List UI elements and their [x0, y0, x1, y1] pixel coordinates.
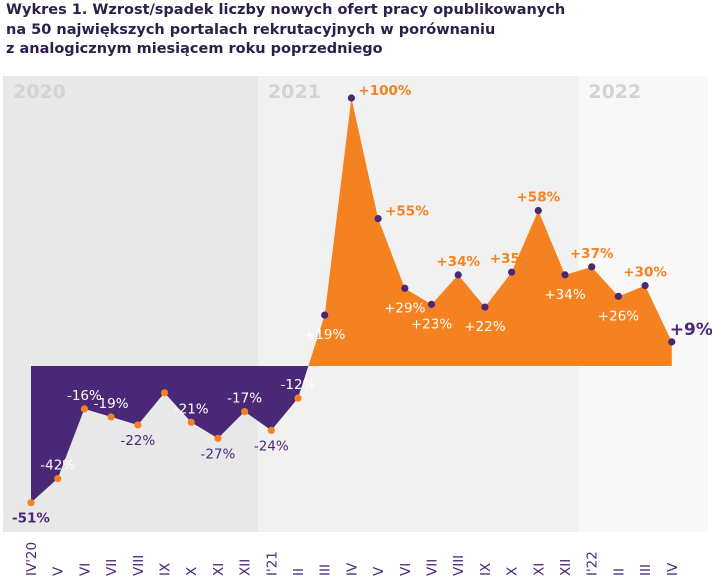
data-point — [508, 268, 516, 276]
data-label: +34% — [436, 254, 480, 270]
data-point — [267, 426, 275, 434]
data-point — [534, 206, 542, 215]
data-point — [241, 407, 249, 416]
x-tick-label: VII — [104, 559, 120, 576]
year-label-2021: 2021 — [268, 81, 321, 103]
data-point — [641, 282, 649, 290]
x-tick-label: IX — [478, 563, 494, 576]
data-point — [54, 474, 62, 483]
x-tick-label: X — [505, 567, 521, 576]
data-label: +29% — [384, 300, 425, 316]
data-label: +37% — [570, 246, 614, 262]
data-label: -42% — [40, 458, 75, 474]
x-tick-label: IV — [344, 562, 360, 576]
data-point — [374, 215, 382, 223]
data-label: -19% — [94, 396, 129, 412]
negative-area — [31, 366, 309, 503]
data-point — [107, 413, 115, 421]
data-label: -27% — [200, 446, 235, 462]
data-label: -17% — [227, 391, 262, 407]
x-tick-label: VI — [398, 563, 414, 576]
data-label: -21% — [174, 401, 209, 417]
data-label: +26% — [598, 308, 639, 324]
title-line-1: Wykres 1. Wzrost/spadek liczby nowych of… — [6, 2, 566, 18]
x-tick-label: XII — [238, 559, 254, 576]
data-point — [427, 300, 436, 308]
title-line-2: na 50 największych portalach rekrutacyjn… — [6, 21, 496, 38]
year-label-2022: 2022 — [588, 81, 641, 103]
x-tick-label: IV'20 — [24, 542, 40, 576]
data-label: +23% — [411, 316, 452, 332]
data-point — [347, 94, 355, 102]
data-label: -10% — [147, 372, 182, 388]
x-tick-label: VII — [425, 559, 441, 576]
data-point — [614, 292, 623, 300]
data-label: -16% — [67, 388, 102, 404]
data-label: +100% — [358, 83, 411, 99]
data-labels: -51% -42% -16%-19% -22% -10% -21% -27% -17% -24%… — [12, 83, 712, 527]
data-label: +30% — [623, 265, 667, 281]
x-tick-label: III — [638, 564, 654, 576]
data-label: +9% — [670, 320, 712, 340]
data-point — [588, 263, 596, 271]
data-point — [294, 394, 302, 402]
data-label: +55% — [385, 204, 429, 220]
data-point — [668, 338, 676, 346]
data-points — [27, 94, 676, 507]
data-point — [214, 434, 222, 442]
x-tick-label: IV — [665, 562, 681, 576]
data-label: -22% — [120, 433, 155, 449]
x-tick-label: II — [611, 568, 627, 576]
x-tick-label: X — [184, 567, 200, 576]
positive-area — [308, 98, 672, 366]
data-label: +58% — [516, 190, 560, 206]
x-tick-label: VI — [77, 563, 93, 576]
data-point — [481, 303, 489, 311]
title-line-3: z analogicznym miesiącem roku poprzednie… — [6, 41, 383, 57]
data-point — [321, 311, 329, 319]
x-tick-label: III — [318, 564, 334, 576]
x-tick-label: I'22 — [585, 551, 601, 576]
data-label: -12% — [281, 377, 316, 393]
data-label: -24% — [254, 438, 289, 454]
data-point — [187, 418, 195, 426]
x-tick-label: I'21 — [264, 551, 280, 576]
data-label: +35% — [490, 251, 534, 267]
data-point — [454, 271, 462, 279]
x-axis: IV'20 V VI VII VIII IX X XI XII I'21 II III IV V VI VII… — [24, 542, 681, 576]
data-point — [27, 499, 35, 507]
data-point — [160, 389, 169, 397]
series-areas — [31, 98, 672, 503]
x-tick-label: XI — [531, 563, 547, 576]
x-tick-label: XI — [211, 563, 227, 576]
x-tick-label: V — [51, 566, 67, 576]
data-label: -51% — [12, 511, 50, 527]
data-label: +19% — [304, 327, 345, 343]
x-tick-label: VIII — [451, 555, 467, 576]
data-label: +22% — [464, 319, 505, 335]
data-label: +34% — [544, 287, 585, 303]
year-label-2020: 2020 — [13, 81, 66, 103]
x-tick-label: V — [371, 566, 387, 576]
x-tick-label: VIII — [131, 555, 147, 576]
chart-title: Wykres 1. Wzrost/spadek liczby nowych of… — [6, 1, 706, 60]
x-tick-label: IX — [158, 563, 174, 576]
data-point — [80, 405, 88, 413]
data-point — [401, 284, 409, 292]
data-point — [561, 271, 569, 279]
x-tick-label: II — [291, 568, 307, 576]
x-tick-label: XII — [558, 559, 574, 576]
data-point — [134, 421, 142, 429]
